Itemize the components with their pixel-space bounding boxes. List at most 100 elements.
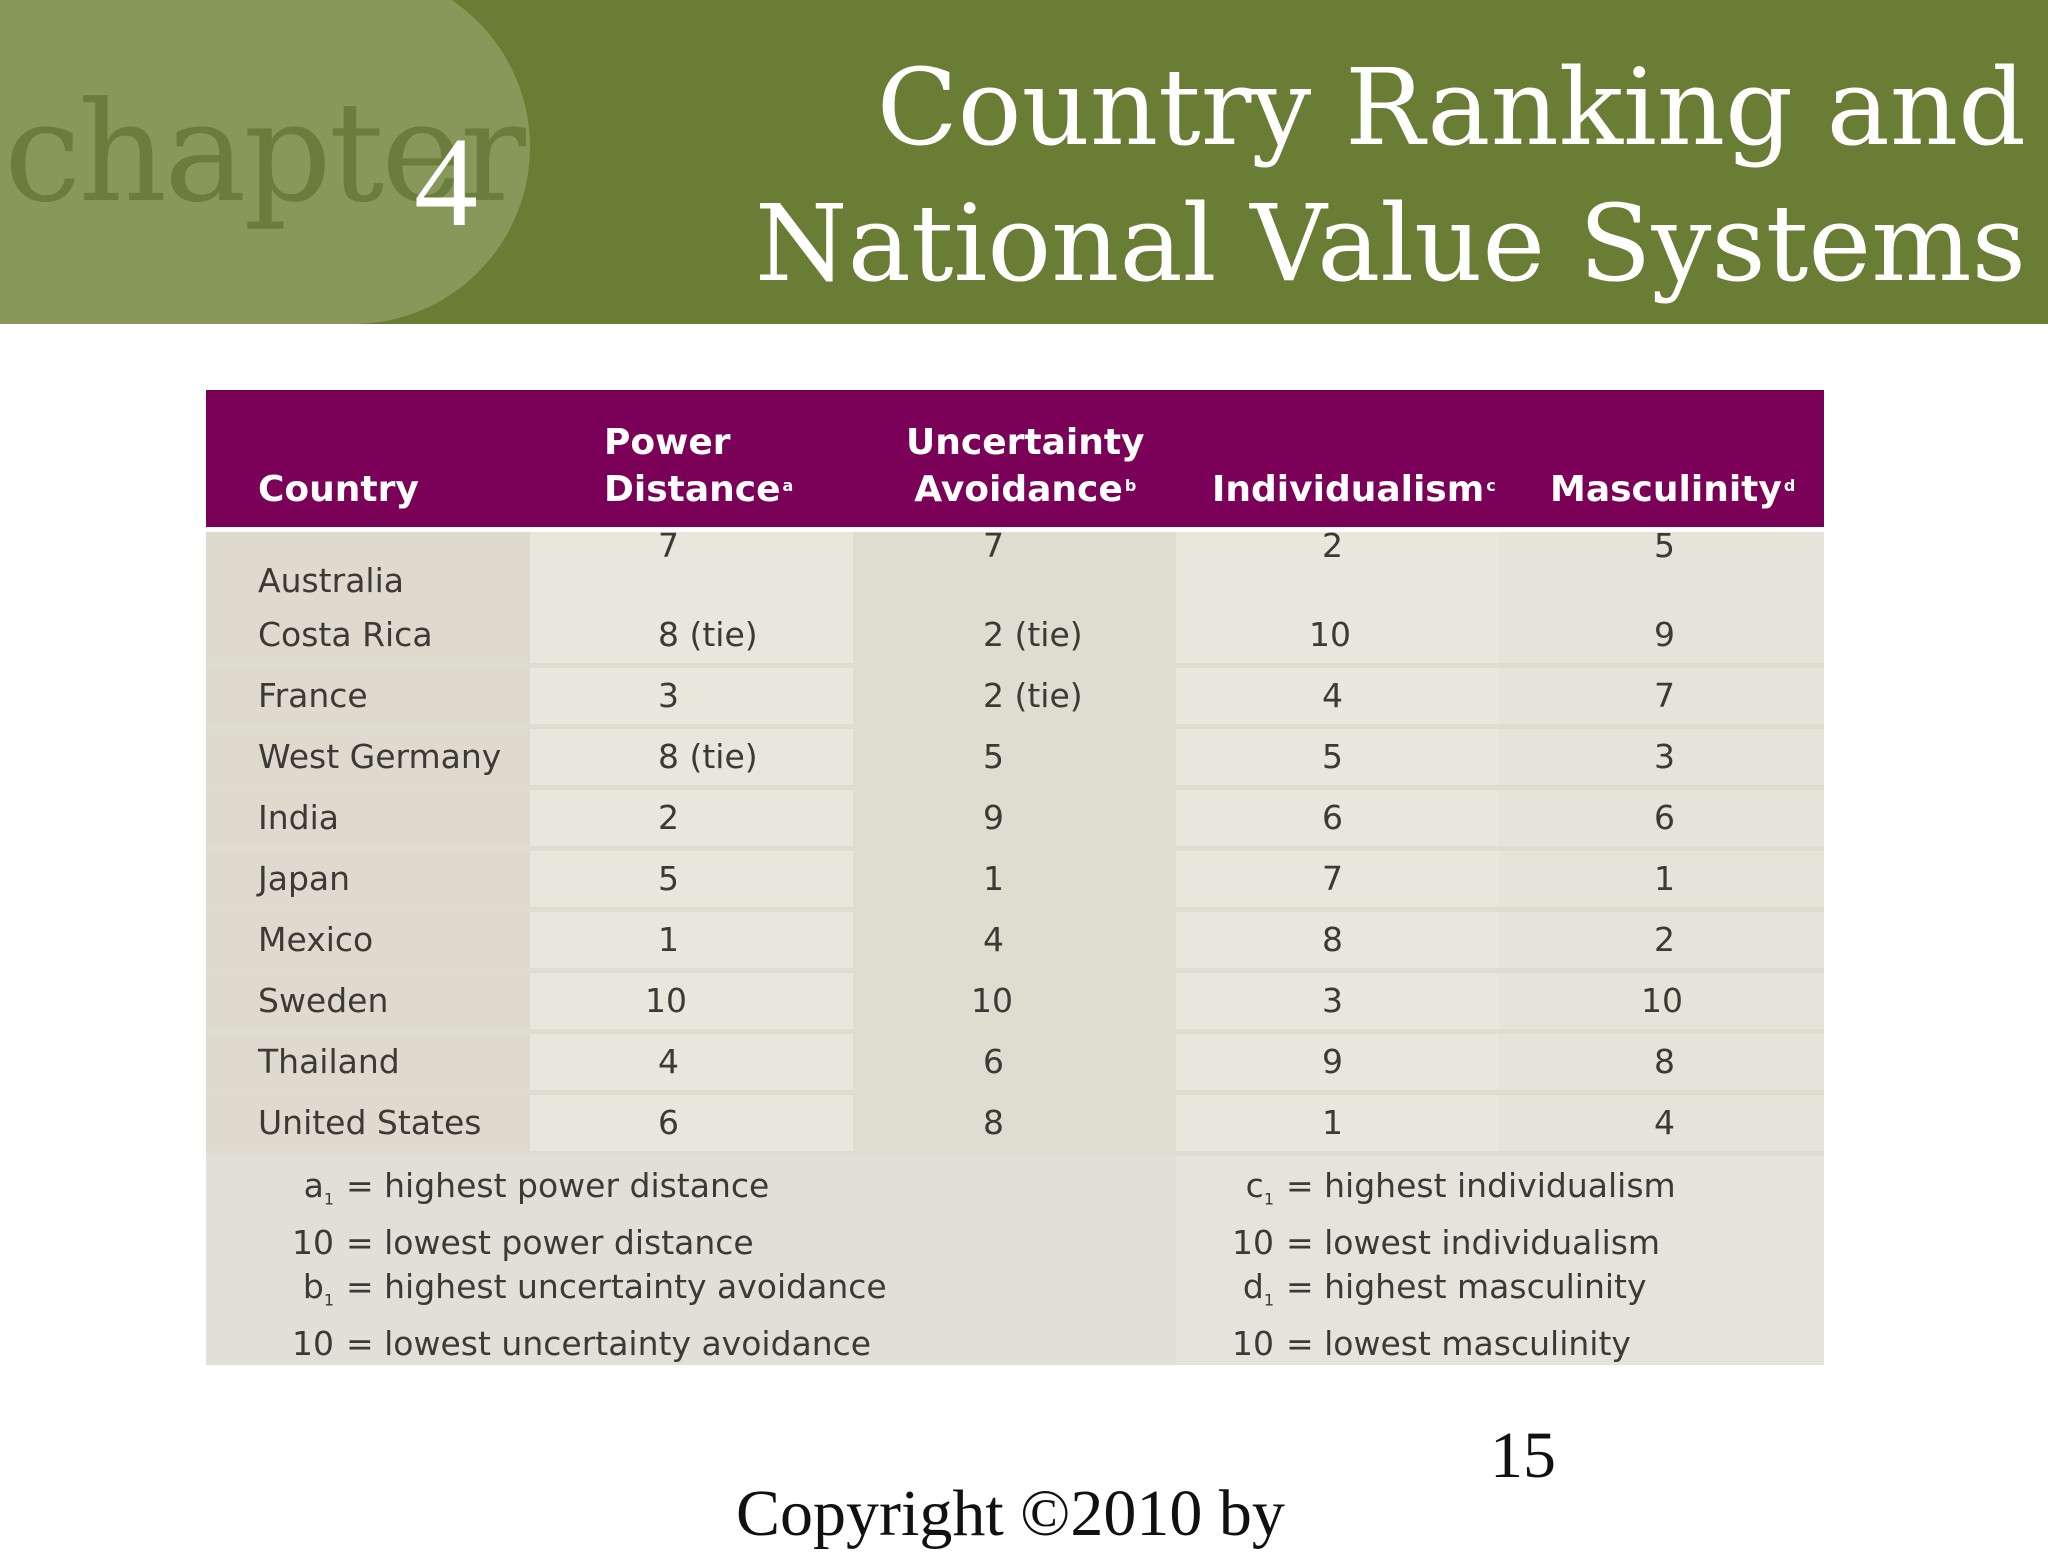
note-key-sub: 1 bbox=[323, 1290, 334, 1310]
cell-masculinity: 4 bbox=[1499, 1095, 1824, 1151]
note-key: b1 bbox=[286, 1265, 334, 1322]
header-unc-line1: Uncertainty bbox=[906, 422, 1145, 463]
note-key-text: 10 bbox=[1232, 1223, 1274, 1263]
note-key-text: 10 bbox=[292, 1323, 334, 1363]
header-mas-text: Masculinity bbox=[1550, 469, 1782, 510]
slide-title: Country Ranking and National Value Syste… bbox=[726, 40, 2026, 312]
header-ind-text: Individualism bbox=[1212, 469, 1485, 510]
table-row: India 2 9 6 6 bbox=[206, 790, 1824, 846]
table-row: Japan 5 1 7 1 bbox=[206, 851, 1824, 907]
header-ind-sup: c bbox=[1486, 476, 1496, 495]
note-line: c1 = highest individualism bbox=[1226, 1164, 1824, 1221]
cell-country-value: Thailand bbox=[258, 1042, 400, 1081]
header-power-sup: a bbox=[782, 476, 794, 495]
cell-individualism: 1 bbox=[1176, 1095, 1499, 1151]
cell-masculinity-value: 3 bbox=[1654, 737, 1675, 776]
cell-uncertainty-avoidance: 1 bbox=[853, 851, 1176, 907]
cell-masculinity-value: 2 bbox=[1654, 920, 1675, 959]
cell-masculinity: 2 bbox=[1499, 912, 1824, 968]
cell-masculinity-value: 5 bbox=[1654, 526, 1675, 565]
cell-power-distance: 5 bbox=[530, 851, 853, 907]
cell-power-distance: 1 bbox=[530, 912, 853, 968]
cell-individualism: 10 bbox=[1176, 607, 1499, 663]
cell-country: France bbox=[206, 668, 530, 724]
country-ranking-table: Country Power Distance a Uncertainty Avoi… bbox=[206, 390, 1824, 1366]
note-text: = highest masculinity bbox=[1286, 1266, 1647, 1306]
chapter-label: chapter bbox=[4, 72, 526, 233]
header-power-line2: Distance a bbox=[604, 466, 793, 513]
cell-individualism-value: 10 bbox=[1309, 615, 1351, 654]
note-key-sub: 1 bbox=[323, 1189, 334, 1209]
cell-uncertainty-avoidance-value: 4 bbox=[983, 920, 1004, 959]
slide-header: chapter 4 Country Ranking and National V… bbox=[0, 0, 2048, 324]
cell-country-value: India bbox=[258, 798, 339, 837]
header-masculinity: Masculinity d bbox=[1550, 466, 1795, 513]
cell-individualism: 5 bbox=[1176, 729, 1499, 785]
note-key-text: 10 bbox=[292, 1223, 334, 1263]
note-key-text: 10 bbox=[1232, 1323, 1274, 1363]
cell-uncertainty-avoidance-value: 7 bbox=[983, 526, 1004, 565]
cell-country: Costa Rica bbox=[206, 607, 530, 663]
note-key: d1 bbox=[1226, 1265, 1274, 1322]
cell-uncertainty-avoidance: 2 (tie) bbox=[853, 607, 1176, 663]
note-key-text: b bbox=[302, 1266, 324, 1306]
note-line: a1 = highest power distance bbox=[286, 1164, 1176, 1221]
note-text: = lowest individualism bbox=[1286, 1223, 1661, 1263]
cell-uncertainty-avoidance-value: 5 bbox=[983, 737, 1004, 776]
table-row: France 3 2 (tie) 4 7 bbox=[206, 668, 1824, 724]
cell-uncertainty-avoidance: 4 bbox=[853, 912, 1176, 968]
cell-individualism-value: 7 bbox=[1322, 859, 1343, 898]
cell-uncertainty-avoidance: 9 bbox=[853, 790, 1176, 846]
table-body: Australia 7 7 2 5 Costa Rica 8 (tie) 2 (tie) 10 9… bbox=[206, 526, 1824, 1151]
cell-individualism: 8 bbox=[1176, 912, 1499, 968]
note-key-text: c bbox=[1245, 1166, 1264, 1205]
cell-country-value: United States bbox=[258, 1103, 482, 1142]
table-row: Australia 7 7 2 5 bbox=[206, 526, 1824, 630]
cell-country: Thailand bbox=[206, 1034, 530, 1090]
cell-country-value: France bbox=[258, 676, 368, 715]
cell-masculinity: 1 bbox=[1499, 851, 1824, 907]
cell-masculinity-value: 6 bbox=[1654, 798, 1675, 837]
cell-masculinity: 6 bbox=[1499, 790, 1824, 846]
notes-left: a1 = highest power distance 10 = lowest pow… bbox=[206, 1156, 1176, 1366]
cell-power-distance-value: 7 bbox=[658, 526, 679, 565]
cell-masculinity: 9 bbox=[1499, 607, 1824, 663]
cell-power-distance-value: 2 bbox=[658, 798, 679, 837]
cell-uncertainty-avoidance: 2 (tie) bbox=[853, 668, 1176, 724]
cell-individualism: 3 bbox=[1176, 973, 1499, 1029]
cell-power-distance-value: 10 bbox=[645, 981, 687, 1020]
cell-uncertainty-avoidance: 6 bbox=[853, 1034, 1176, 1090]
cell-masculinity-value: 1 bbox=[1654, 859, 1675, 898]
cell-country: United States bbox=[206, 1095, 530, 1151]
slide-title-line-1: Country Ranking and bbox=[876, 46, 2026, 169]
cell-individualism: 6 bbox=[1176, 790, 1499, 846]
note-key-sub: 1 bbox=[1263, 1189, 1274, 1209]
note-text: = lowest masculinity bbox=[1286, 1323, 1631, 1363]
cell-individualism-value: 3 bbox=[1322, 981, 1343, 1020]
table-notes: a1 = highest power distance 10 = lowest pow… bbox=[206, 1156, 1824, 1366]
cell-individualism-value: 2 bbox=[1322, 526, 1343, 565]
note-key: 10 bbox=[286, 1322, 334, 1366]
note-key: 10 bbox=[1226, 1221, 1274, 1265]
cell-uncertainty-avoidance-value: 2 (tie) bbox=[983, 676, 1083, 715]
header-individualism: Individualism c bbox=[1212, 466, 1496, 513]
cell-uncertainty-avoidance-value: 10 bbox=[971, 981, 1013, 1020]
cell-individualism: 7 bbox=[1176, 851, 1499, 907]
header-unc-line2: Avoidance b bbox=[906, 466, 1145, 513]
cell-country-value: Costa Rica bbox=[258, 615, 433, 654]
cell-country-value: Mexico bbox=[258, 920, 374, 959]
cell-individualism-value: 4 bbox=[1322, 676, 1343, 715]
note-line: d1 = highest masculinity bbox=[1226, 1265, 1824, 1322]
cell-individualism-value: 9 bbox=[1322, 1042, 1343, 1081]
header-unc-text: Avoidance bbox=[914, 469, 1123, 510]
cell-uncertainty-avoidance-value: 9 bbox=[983, 798, 1004, 837]
cell-uncertainty-avoidance: 10 bbox=[853, 973, 1176, 1029]
cell-power-distance: 6 bbox=[530, 1095, 853, 1151]
note-line: 10 = lowest uncertainty avoidance bbox=[286, 1322, 1176, 1366]
cell-power-distance-value: 8 (tie) bbox=[658, 737, 758, 776]
cell-power-distance: 2 bbox=[530, 790, 853, 846]
header-mas-sup: d bbox=[1783, 476, 1796, 495]
cell-power-distance-value: 1 bbox=[658, 920, 679, 959]
cell-masculinity-value: 7 bbox=[1654, 676, 1675, 715]
chapter-badge bbox=[0, 0, 530, 324]
